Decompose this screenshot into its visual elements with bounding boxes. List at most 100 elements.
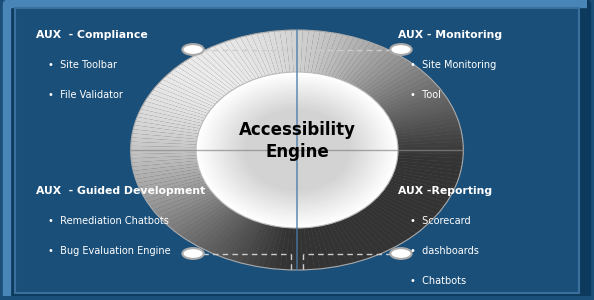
Polygon shape [181,206,229,239]
Text: •  Tool: • Tool [410,90,441,100]
Polygon shape [379,80,435,106]
Polygon shape [131,146,196,150]
Polygon shape [145,182,206,202]
Polygon shape [186,58,232,92]
Polygon shape [159,80,215,106]
Polygon shape [280,30,290,72]
Polygon shape [386,184,447,206]
Ellipse shape [216,88,378,212]
Polygon shape [209,216,247,254]
Polygon shape [311,31,326,73]
Ellipse shape [198,74,396,226]
Circle shape [390,44,412,55]
Polygon shape [331,37,359,78]
Polygon shape [389,179,451,199]
Polygon shape [156,83,213,109]
Polygon shape [153,86,211,111]
Polygon shape [229,39,259,79]
Text: AUX  - Guided Development: AUX - Guided Development [36,186,205,196]
Polygon shape [365,61,413,94]
Polygon shape [245,224,269,266]
Ellipse shape [234,101,360,199]
Polygon shape [291,30,297,72]
Polygon shape [398,146,463,150]
Polygon shape [347,46,385,84]
Polygon shape [338,220,370,260]
Polygon shape [214,218,249,256]
Polygon shape [396,129,462,139]
Polygon shape [199,50,241,87]
Polygon shape [251,34,273,75]
Ellipse shape [229,97,365,203]
Text: •  Bug Evaluation Engine: • Bug Evaluation Engine [48,246,170,256]
Polygon shape [350,215,390,252]
FancyBboxPatch shape [15,8,579,292]
Polygon shape [391,105,453,123]
Polygon shape [214,44,249,82]
Polygon shape [132,133,197,142]
Ellipse shape [206,80,388,220]
Polygon shape [301,228,309,270]
Polygon shape [345,44,380,82]
Polygon shape [395,166,460,179]
Polygon shape [396,161,462,171]
Polygon shape [383,189,441,214]
Polygon shape [143,179,205,199]
Ellipse shape [239,105,355,195]
Polygon shape [153,189,211,214]
Ellipse shape [224,93,370,206]
Ellipse shape [131,30,463,270]
Polygon shape [397,133,462,142]
Polygon shape [274,31,286,73]
Polygon shape [353,50,395,87]
Polygon shape [372,70,424,100]
Ellipse shape [231,99,362,201]
Ellipse shape [244,109,350,191]
Polygon shape [135,169,200,183]
Polygon shape [372,200,424,230]
Polygon shape [398,142,463,147]
Polygon shape [347,216,385,254]
Polygon shape [137,113,201,128]
Polygon shape [199,213,241,250]
Polygon shape [396,164,461,175]
Polygon shape [394,117,459,131]
Polygon shape [396,125,461,136]
Ellipse shape [204,78,390,222]
Polygon shape [229,221,259,261]
Polygon shape [304,228,314,270]
Polygon shape [132,129,198,139]
Polygon shape [374,73,428,102]
Polygon shape [359,56,404,90]
Polygon shape [219,219,252,258]
Polygon shape [166,73,220,102]
Polygon shape [132,158,197,167]
Text: •  Chatbots: • Chatbots [410,276,466,286]
Polygon shape [395,121,460,134]
Polygon shape [173,67,225,98]
Polygon shape [195,53,238,88]
Polygon shape [393,113,457,128]
Polygon shape [384,187,444,210]
Polygon shape [315,32,331,74]
Polygon shape [331,222,359,263]
Polygon shape [285,228,293,270]
Polygon shape [301,30,309,72]
Polygon shape [134,121,199,134]
Polygon shape [321,225,343,266]
Polygon shape [240,36,266,77]
Polygon shape [398,150,463,154]
Polygon shape [147,94,208,116]
Polygon shape [383,86,441,111]
Polygon shape [328,36,354,77]
Text: •  Site Monitoring: • Site Monitoring [410,60,496,70]
Polygon shape [143,101,205,121]
Polygon shape [338,40,370,80]
Polygon shape [131,153,196,158]
Polygon shape [335,39,365,79]
Polygon shape [285,30,293,72]
Polygon shape [381,83,438,109]
Polygon shape [219,42,252,81]
Polygon shape [268,31,283,73]
Polygon shape [379,194,435,220]
